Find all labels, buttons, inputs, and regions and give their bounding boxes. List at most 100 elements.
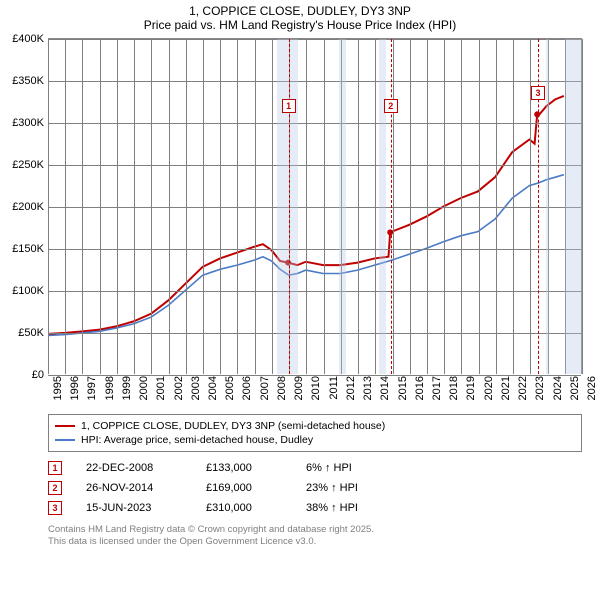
chart-area: £0£50K£100K£150K£200K£250K£300K£350K£400… bbox=[48, 38, 582, 374]
footer-line: This data is licensed under the Open Gov… bbox=[48, 536, 582, 548]
x-axis-label: 2016 bbox=[414, 376, 426, 400]
y-axis-label: £350K bbox=[12, 75, 48, 87]
recession-band bbox=[546, 39, 549, 374]
title-line-1: 1, COPPICE CLOSE, DUDLEY, DY3 3NP bbox=[0, 4, 600, 18]
x-axis-label: 1997 bbox=[86, 376, 98, 400]
gridline-v bbox=[220, 39, 221, 374]
gridline-h bbox=[48, 333, 581, 334]
x-axis-label: 2021 bbox=[500, 376, 512, 400]
x-axis-label: 2025 bbox=[569, 376, 581, 400]
gridline-v bbox=[255, 39, 256, 374]
gridline-v bbox=[461, 39, 462, 374]
x-axis-label: 2009 bbox=[293, 376, 305, 400]
gridline-h bbox=[48, 123, 581, 124]
gridline-v bbox=[410, 39, 411, 374]
x-axis-label: 2002 bbox=[173, 376, 185, 400]
legend-row: 1, COPPICE CLOSE, DUDLEY, DY3 3NP (semi-… bbox=[55, 419, 575, 433]
gridline-v bbox=[444, 39, 445, 374]
recession-band bbox=[565, 39, 582, 374]
transaction-date: 26-NOV-2014 bbox=[86, 482, 206, 494]
gridline-v bbox=[496, 39, 497, 374]
chart-container: 1, COPPICE CLOSE, DUDLEY, DY3 3NP Price … bbox=[0, 0, 600, 590]
y-axis-label: £400K bbox=[12, 33, 48, 45]
transaction-price: £133,000 bbox=[206, 462, 306, 474]
x-axis-label: 2011 bbox=[328, 376, 340, 400]
gridline-h bbox=[48, 165, 581, 166]
gridline-v bbox=[186, 39, 187, 374]
y-axis-label: £300K bbox=[12, 117, 48, 129]
x-axis-label: 2010 bbox=[310, 376, 322, 400]
gridline-v bbox=[151, 39, 152, 374]
transaction-index: 3 bbox=[48, 501, 62, 515]
gridline-v bbox=[358, 39, 359, 374]
y-axis-label: £200K bbox=[12, 201, 48, 213]
x-axis-label: 1999 bbox=[121, 376, 133, 400]
gridline-v bbox=[479, 39, 480, 374]
transaction-diff: 6% ↑ HPI bbox=[306, 462, 406, 474]
recession-band bbox=[277, 39, 298, 374]
gridline-v bbox=[272, 39, 273, 374]
transaction-diff: 23% ↑ HPI bbox=[306, 482, 406, 494]
x-axis-label: 2012 bbox=[345, 376, 357, 400]
x-axis-label: 2013 bbox=[362, 376, 374, 400]
x-axis-label: 2018 bbox=[448, 376, 460, 400]
x-axis-label: 2020 bbox=[483, 376, 495, 400]
gridline-v bbox=[513, 39, 514, 374]
x-axis-label: 2007 bbox=[259, 376, 271, 400]
gridline-h bbox=[48, 39, 581, 40]
x-axis-label: 2015 bbox=[397, 376, 409, 400]
gridline-v bbox=[65, 39, 66, 374]
x-axis-label: 1998 bbox=[104, 376, 116, 400]
x-axis-label: 2004 bbox=[207, 376, 219, 400]
gridline-v bbox=[203, 39, 204, 374]
transaction-date: 22-DEC-2008 bbox=[86, 462, 206, 474]
table-row: 2 26-NOV-2014 £169,000 23% ↑ HPI bbox=[48, 478, 582, 498]
gridline-v bbox=[48, 39, 49, 374]
gridline-h bbox=[48, 291, 581, 292]
table-row: 1 22-DEC-2008 £133,000 6% ↑ HPI bbox=[48, 458, 582, 478]
x-axis-label: 2026 bbox=[586, 376, 598, 400]
gridline-v bbox=[169, 39, 170, 374]
legend-label: 1, COPPICE CLOSE, DUDLEY, DY3 3NP (semi-… bbox=[81, 420, 385, 432]
legend-swatch bbox=[55, 439, 75, 441]
transaction-index: 2 bbox=[48, 481, 62, 495]
y-axis-label: £100K bbox=[12, 285, 48, 297]
x-axis-label: 2014 bbox=[379, 376, 391, 400]
gridline-v bbox=[237, 39, 238, 374]
gridline-v bbox=[134, 39, 135, 374]
transaction-diff: 38% ↑ HPI bbox=[306, 502, 406, 514]
y-axis-label: £50K bbox=[18, 327, 48, 339]
x-axis-labels: 1995199619971998199920002001200220032004… bbox=[48, 374, 582, 410]
x-axis-label: 2008 bbox=[276, 376, 288, 400]
x-axis-label: 2006 bbox=[241, 376, 253, 400]
recession-band bbox=[379, 39, 386, 374]
legend-swatch bbox=[55, 425, 75, 427]
y-axis-label: £250K bbox=[12, 159, 48, 171]
transaction-date: 15-JUN-2023 bbox=[86, 502, 206, 514]
transaction-price: £310,000 bbox=[206, 502, 306, 514]
gridline-v bbox=[117, 39, 118, 374]
x-axis-label: 2017 bbox=[431, 376, 443, 400]
x-axis-label: 2005 bbox=[224, 376, 236, 400]
transaction-price: £169,000 bbox=[206, 482, 306, 494]
gridline-v bbox=[427, 39, 428, 374]
flag-marker: 1 bbox=[282, 99, 296, 113]
flag-line bbox=[289, 39, 290, 374]
gridline-h bbox=[48, 249, 581, 250]
table-row: 3 15-JUN-2023 £310,000 38% ↑ HPI bbox=[48, 498, 582, 518]
title-line-2: Price paid vs. HM Land Registry's House … bbox=[0, 18, 600, 32]
gridline-v bbox=[82, 39, 83, 374]
x-axis-label: 2019 bbox=[465, 376, 477, 400]
title-block: 1, COPPICE CLOSE, DUDLEY, DY3 3NP Price … bbox=[0, 0, 600, 34]
flag-marker: 3 bbox=[531, 86, 545, 100]
gridline-v bbox=[100, 39, 101, 374]
gridline-v bbox=[582, 39, 583, 374]
gridline-h bbox=[48, 207, 581, 208]
x-axis-label: 1996 bbox=[69, 376, 81, 400]
legend-label: HPI: Average price, semi-detached house,… bbox=[81, 434, 313, 446]
x-axis-label: 2022 bbox=[517, 376, 529, 400]
x-axis-label: 2023 bbox=[534, 376, 546, 400]
x-axis-label: 2000 bbox=[138, 376, 150, 400]
transactions-table: 1 22-DEC-2008 £133,000 6% ↑ HPI 2 26-NOV… bbox=[48, 458, 582, 518]
recession-band bbox=[339, 39, 346, 374]
